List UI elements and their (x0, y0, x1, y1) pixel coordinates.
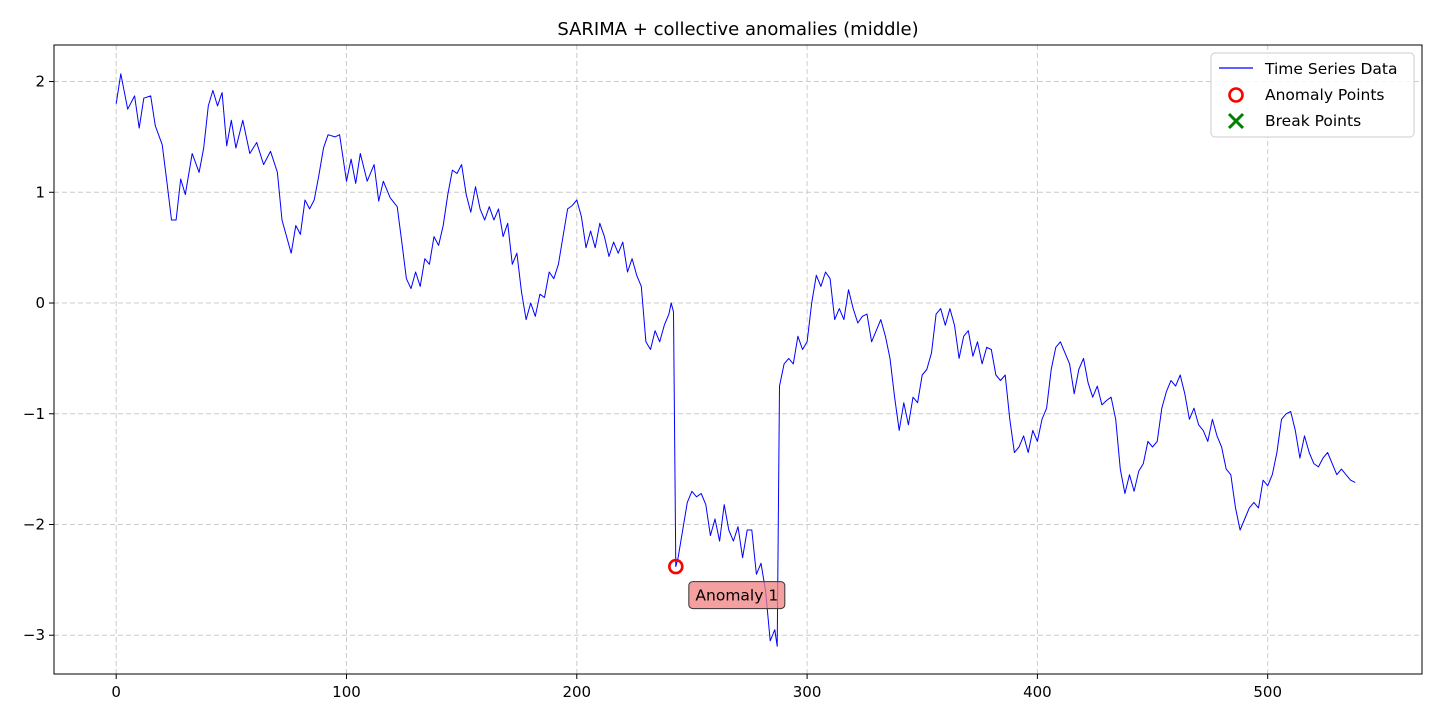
legend-label-anomaly: Anomaly Points (1265, 86, 1384, 104)
y-tick-label: −3 (23, 626, 45, 644)
y-tick-label: 1 (35, 183, 45, 201)
grid (54, 45, 1422, 674)
axis-ticks: 0 100 200 300 400 500 −3 −2 −1 0 1 2 (23, 73, 1282, 701)
x-tick-label: 300 (793, 683, 822, 701)
legend-label-break: Break Points (1265, 112, 1361, 130)
anomaly-layer (668, 558, 684, 575)
chart-title: SARIMA + collective anomalies (middle) (557, 19, 918, 40)
legend-x-marker (1227, 112, 1245, 130)
x-tick-label: 0 (111, 683, 121, 701)
legend-circle-marker (1228, 87, 1244, 103)
annotation-label: Anomaly 1 (695, 587, 778, 605)
x-tick-label: 500 (1253, 683, 1282, 701)
series-layer (115, 73, 1356, 647)
x-tick-label: 100 (332, 683, 361, 701)
x-tick-label: 200 (562, 683, 591, 701)
plot-frame (53, 44, 1423, 675)
y-tick-label: −2 (23, 516, 45, 534)
series-line (115, 73, 1356, 647)
anomaly-point (668, 558, 684, 575)
y-tick-label: 2 (35, 73, 45, 91)
x-tick-label: 400 (1023, 683, 1052, 701)
legend-box (1210, 52, 1415, 138)
y-tick-label: 0 (35, 294, 45, 312)
legend-label-series: Time Series Data (1264, 60, 1397, 78)
y-tick-label: −1 (23, 405, 45, 423)
annotation-layer: Anomaly 1 (688, 581, 786, 610)
annotation: Anomaly 1 (688, 581, 786, 610)
annotation-box (688, 581, 786, 610)
legend: Time Series Data Anomaly Points Break Po… (1210, 52, 1415, 138)
